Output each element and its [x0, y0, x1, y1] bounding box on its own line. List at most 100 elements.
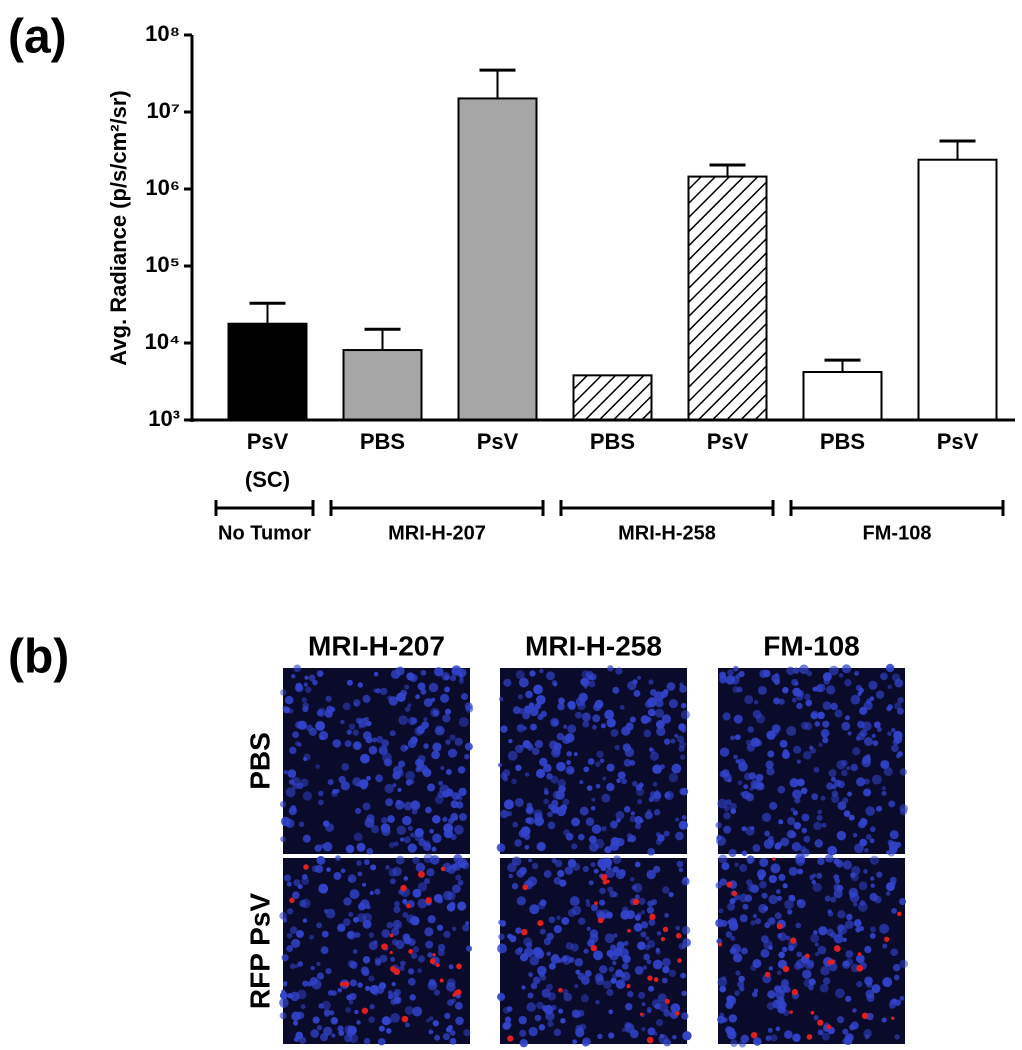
nucleus	[354, 932, 361, 938]
nucleus	[802, 751, 812, 760]
nucleus	[525, 690, 533, 699]
rfp-signal	[537, 920, 544, 927]
nucleus	[664, 913, 670, 918]
nucleus	[402, 898, 408, 905]
nucleus	[803, 835, 811, 843]
nucleus	[774, 842, 782, 850]
nucleus	[314, 844, 322, 852]
bar	[342, 349, 423, 422]
rfp-signal	[662, 926, 669, 933]
nucleus	[895, 753, 901, 759]
row-label: RFP PsV	[244, 893, 275, 1010]
nucleus	[854, 843, 864, 854]
nucleus	[753, 1037, 762, 1046]
nucleus	[536, 1001, 544, 1010]
nucleus	[653, 809, 661, 816]
nucleus	[897, 696, 904, 704]
nucleus	[843, 810, 851, 817]
nucleus	[283, 874, 292, 882]
nucleus	[440, 693, 450, 703]
nucleus	[891, 673, 901, 682]
nucleus	[511, 778, 517, 785]
nucleus	[876, 805, 883, 812]
nucleus	[626, 910, 636, 920]
nucleus	[774, 912, 782, 920]
rfp-signal	[432, 953, 436, 957]
nucleus	[875, 690, 885, 699]
nucleus	[615, 667, 623, 675]
nucleus	[610, 977, 617, 984]
x-tick-label: PBS	[589, 429, 636, 454]
nucleus	[729, 947, 737, 955]
nucleus	[882, 977, 893, 988]
nucleus	[387, 990, 393, 996]
nucleus	[659, 1033, 665, 1039]
nucleus	[417, 955, 426, 963]
nucleus	[571, 817, 580, 827]
nucleus	[384, 783, 394, 794]
nucleus	[355, 717, 362, 724]
nucleus	[343, 1034, 353, 1043]
nucleus	[852, 1008, 857, 1013]
nucleus	[548, 803, 554, 810]
nucleus	[777, 1000, 787, 1010]
nucleus	[412, 1006, 423, 1017]
nucleus	[331, 1033, 336, 1038]
bar	[572, 374, 653, 421]
nucleus	[681, 1012, 689, 1020]
nucleus	[725, 931, 733, 938]
rfp-signal	[406, 903, 411, 909]
nucleus	[417, 882, 428, 892]
rfp-signal	[417, 870, 425, 878]
nucleus	[539, 928, 546, 935]
nucleus	[580, 994, 589, 1003]
rfp-signal	[660, 937, 666, 942]
nucleus	[680, 787, 689, 796]
nucleus	[289, 926, 298, 934]
rfp-signal	[289, 897, 295, 904]
nucleus	[615, 811, 625, 820]
rfp-signal	[897, 911, 902, 917]
nucleus	[318, 730, 329, 741]
nucleus	[719, 770, 727, 778]
nucleus	[857, 901, 868, 912]
nucleus	[411, 808, 418, 815]
nucleus	[539, 757, 548, 767]
nucleus	[598, 899, 606, 906]
nucleus	[399, 965, 405, 971]
nucleus	[567, 700, 576, 710]
nucleus	[845, 995, 852, 1003]
rfp-signal	[884, 936, 890, 942]
nucleus	[729, 802, 737, 811]
nucleus	[791, 678, 799, 686]
nucleus	[633, 690, 641, 697]
nucleus	[568, 956, 575, 963]
nucleus	[650, 899, 658, 906]
nucleus	[633, 923, 643, 932]
nucleus	[390, 957, 395, 962]
nucleus	[561, 917, 570, 925]
nucleus	[599, 965, 608, 974]
nucleus	[773, 985, 781, 993]
nucleus	[381, 929, 390, 938]
nucleus	[374, 957, 381, 964]
nucleus	[863, 778, 870, 785]
nucleus	[321, 1000, 331, 1010]
nucleus	[291, 938, 301, 948]
nucleus	[616, 778, 621, 784]
nucleus	[662, 886, 670, 894]
nucleus	[606, 865, 612, 870]
nucleus	[833, 889, 843, 899]
nucleus	[294, 964, 300, 969]
nucleus	[464, 753, 470, 760]
rfp-signal	[776, 923, 783, 930]
nucleus	[821, 732, 827, 739]
nucleus	[423, 853, 434, 864]
nucleus	[295, 1031, 304, 1040]
nucleus	[378, 982, 387, 990]
nucleus	[776, 970, 782, 976]
nucleus	[646, 808, 652, 814]
nucleus	[353, 702, 359, 707]
nucleus	[529, 670, 536, 677]
nucleus	[403, 836, 411, 844]
